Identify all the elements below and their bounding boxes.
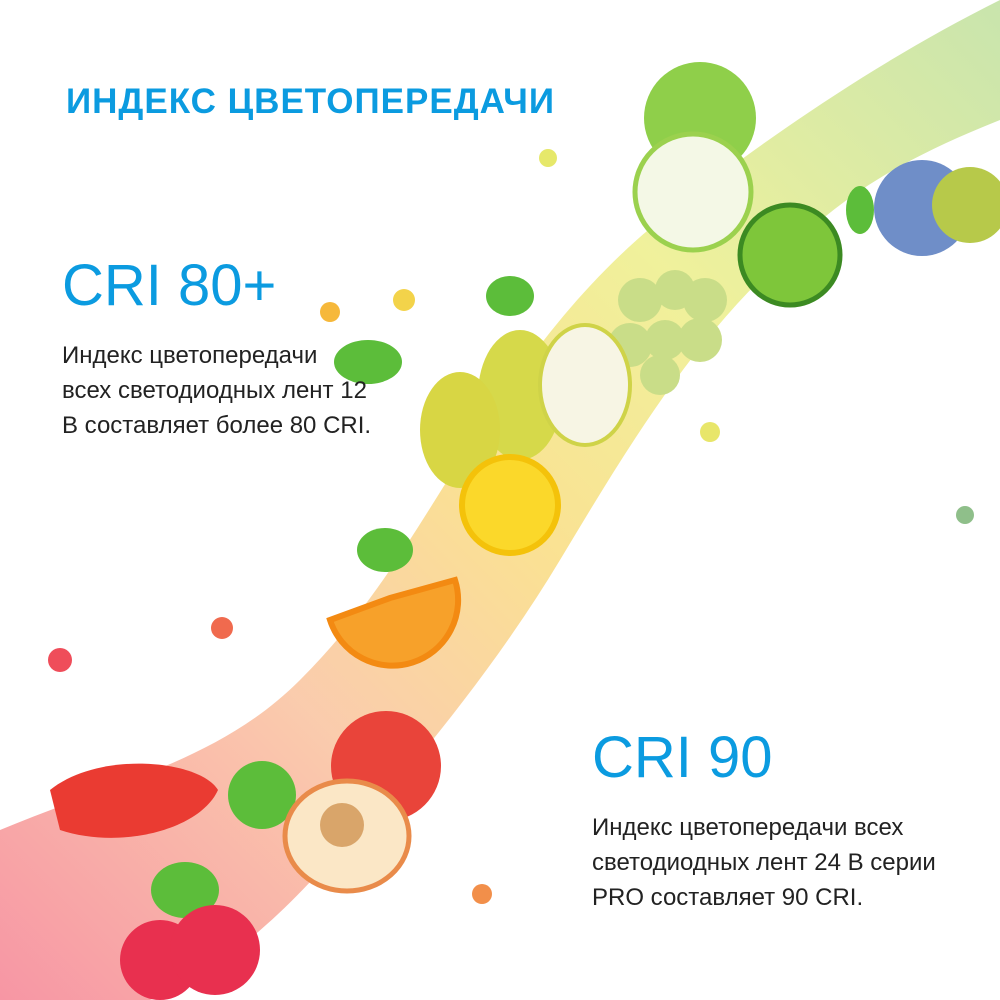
plum [874,160,1000,256]
cri-80-description: Индекс цветопередачи всех светодиодных л… [62,342,372,439]
strawberry [50,763,218,838]
cri-90-heading: CRI 90 [592,725,773,790]
juice-drops [48,149,974,904]
lemon [459,454,561,556]
pear [420,323,632,488]
raspberries [120,905,260,1000]
cri-90-description: Индекс цветопередачи всех светодиодных л… [592,814,936,911]
page-title: ИНДЕКС ЦВЕТОПЕРЕДАЧИ [66,82,556,121]
grapes [608,270,727,395]
peach [282,711,441,894]
apple [632,62,756,253]
orange-slice [326,576,462,669]
lime [737,202,843,308]
cri-80-heading: CRI 80+ [62,253,277,318]
leaves [151,186,874,918]
